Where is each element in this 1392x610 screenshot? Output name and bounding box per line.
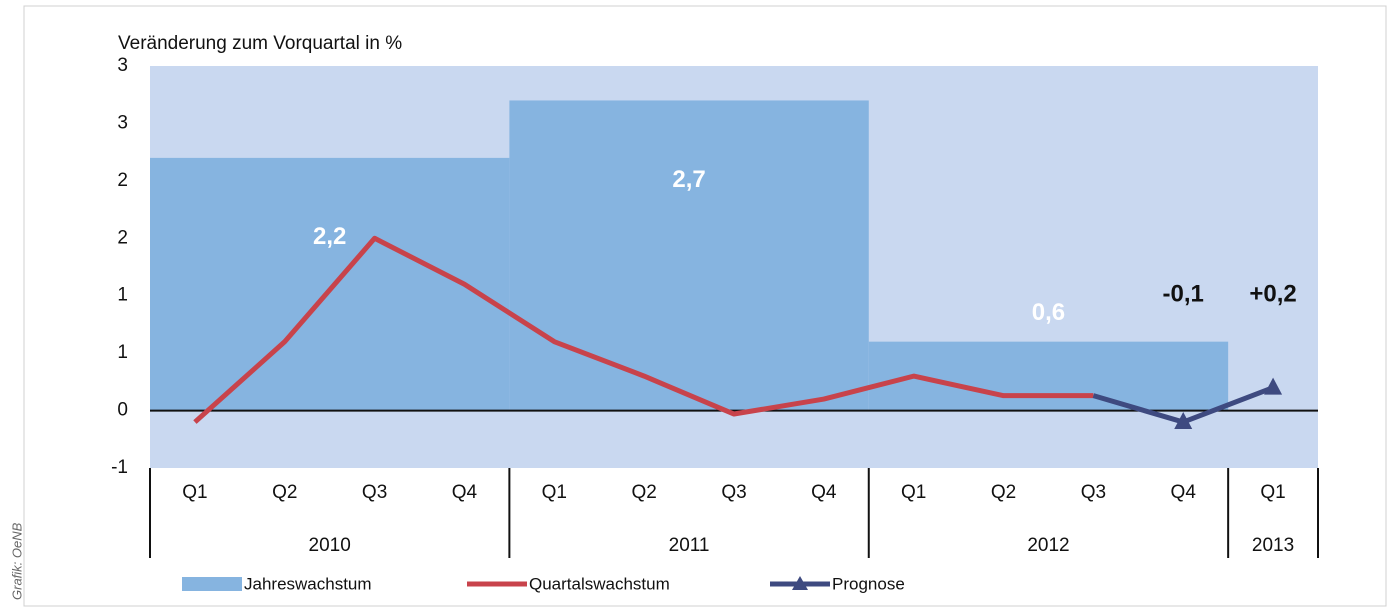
legend-swatch xyxy=(182,577,242,591)
legend-label: Prognose xyxy=(832,574,905,593)
y-tick-label: 2 xyxy=(117,227,128,248)
bar-label: 2,2 xyxy=(313,223,346,250)
bar-label: 2,7 xyxy=(672,166,705,193)
y-tick-label: 0 xyxy=(117,400,128,421)
frame xyxy=(23,5,1387,607)
marker xyxy=(1174,412,1193,430)
y-tick-label: 1 xyxy=(117,342,128,363)
x-tick-label: Q1 xyxy=(901,482,926,503)
y-tick-label: 3 xyxy=(117,112,128,133)
x-tick-label: Q4 xyxy=(452,482,478,503)
x-tick-label: Q1 xyxy=(1260,482,1285,503)
point-label: -0,1 xyxy=(1163,280,1204,307)
x-tick-label: Q4 xyxy=(1171,482,1197,503)
y-tick-label: 2 xyxy=(117,170,128,191)
y-tick-label: 1 xyxy=(117,285,128,306)
group-label: 2011 xyxy=(669,535,710,556)
x-tick-label: Q1 xyxy=(542,482,567,503)
y-tick-label: 3 xyxy=(117,55,128,76)
bar xyxy=(509,100,869,411)
legend-label: Quartalswachstum xyxy=(529,574,670,593)
x-tick-label: Q2 xyxy=(631,482,656,503)
y-tick-label: -1 xyxy=(111,457,128,478)
group-label: 2010 xyxy=(309,535,351,556)
y-axis-title: Veränderung zum Vorquartal in % xyxy=(118,33,402,54)
x-tick-label: Q2 xyxy=(272,482,297,503)
x-tick-label: Q3 xyxy=(362,482,387,503)
group-label: 2013 xyxy=(1252,535,1294,556)
line xyxy=(193,235,1094,424)
legend-marker xyxy=(792,576,808,590)
bar-label: 0,6 xyxy=(1032,299,1065,326)
x-tick-label: Q3 xyxy=(721,482,746,503)
x-tick-label: Q1 xyxy=(182,482,207,503)
legend-label: Jahreswachstum xyxy=(244,574,372,593)
bar xyxy=(150,157,510,411)
point-label: +0,2 xyxy=(1249,280,1296,307)
x-tick-label: Q2 xyxy=(991,482,1016,503)
group-label: 2012 xyxy=(1027,535,1069,556)
x-tick-label: Q4 xyxy=(811,482,837,503)
x-tick-label: Q3 xyxy=(1081,482,1106,503)
marker xyxy=(1264,377,1283,395)
source: Grafik: OeNB xyxy=(9,522,24,600)
bar xyxy=(868,341,1229,411)
